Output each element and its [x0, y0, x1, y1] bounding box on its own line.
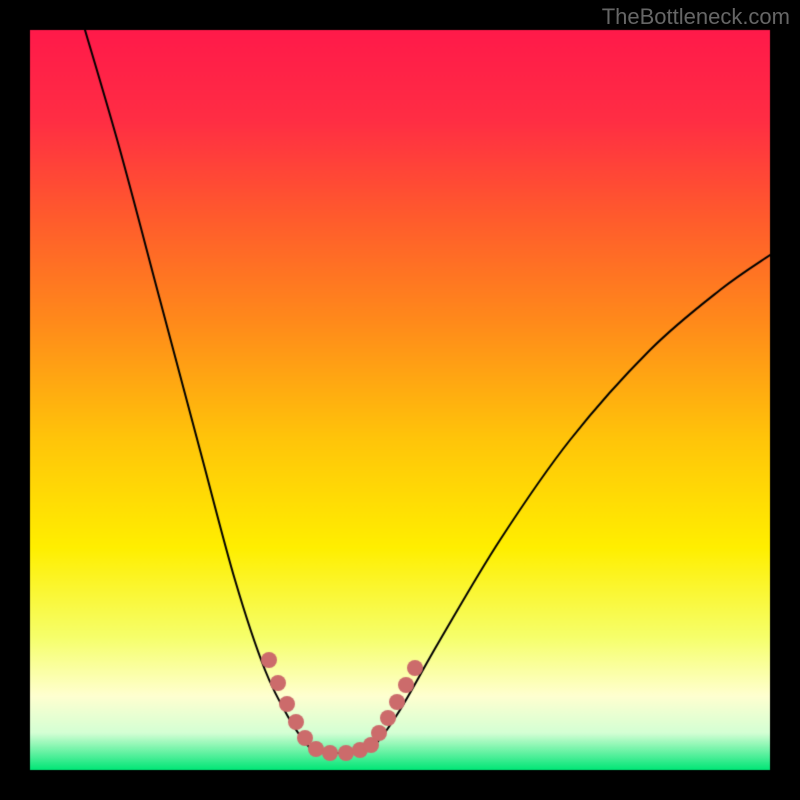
watermark-text: TheBottleneck.com [602, 4, 790, 30]
chart-stage: TheBottleneck.com [0, 0, 800, 800]
bottleneck-chart-canvas [0, 0, 800, 800]
